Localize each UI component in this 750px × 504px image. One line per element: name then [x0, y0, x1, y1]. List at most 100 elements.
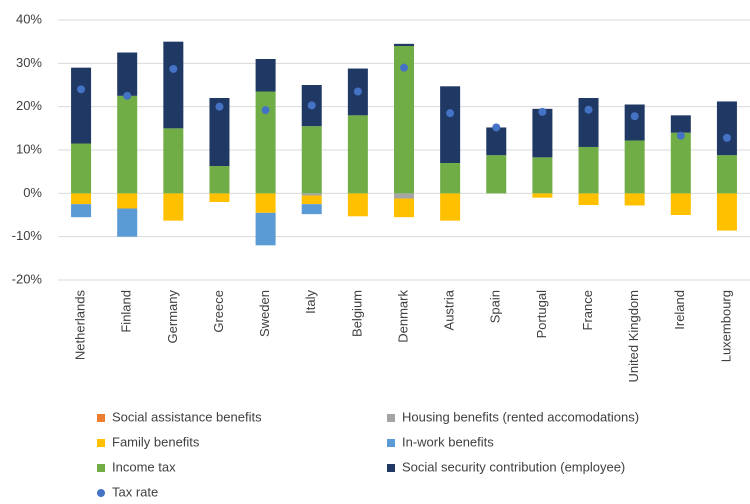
bar-segment: [578, 193, 599, 206]
x-tick-label: Belgium: [349, 290, 364, 337]
bar-segment: [71, 67, 92, 144]
x-tick-label: Netherlands: [73, 290, 88, 361]
tax-rate-dot: [722, 133, 731, 142]
legend-label: Housing benefits (rented accomodations): [402, 409, 639, 424]
bar-segment: [716, 155, 737, 194]
legend-marker: [387, 414, 395, 422]
x-tick-label: Austria: [442, 289, 457, 330]
bar-segment: [117, 208, 138, 237]
bar-segment: [255, 91, 276, 194]
x-tick-label: Ireland: [672, 290, 687, 330]
bar-segment: [71, 193, 92, 205]
x-tick-label: Greece: [211, 290, 226, 333]
legend-label: Social security contribution (employee): [402, 459, 625, 474]
legend-label: Tax rate: [112, 484, 158, 499]
legend-label: In-work benefits: [402, 434, 494, 449]
bar-segment: [117, 95, 138, 194]
bar-segment: [716, 193, 737, 231]
bar-segment: [117, 52, 138, 96]
x-tick-label: Finland: [119, 290, 134, 333]
x-tick-label: Italy: [303, 290, 318, 314]
bar-segment: [71, 204, 92, 218]
bar-segment: [255, 212, 276, 246]
bar-segment: [532, 157, 553, 194]
tax-rate-dot: [492, 123, 501, 132]
y-tick-label: -10%: [12, 228, 43, 243]
legend-label: Social assistance benefits: [112, 409, 262, 424]
tax-rate-dot: [123, 91, 132, 100]
legend-marker: [387, 439, 395, 447]
bar-segment: [532, 193, 553, 198]
x-tick-label: Sweden: [257, 290, 272, 337]
legend-marker: [97, 439, 105, 447]
legend-label: Income tax: [112, 459, 176, 474]
bar-segment: [486, 155, 507, 194]
bar-segment: [394, 46, 414, 194]
bar-segment: [301, 126, 322, 194]
tax-rate-dot: [584, 105, 593, 114]
bar-segment: [394, 43, 414, 46]
bar-segment: [71, 143, 92, 194]
x-tick-label: Germany: [165, 290, 180, 344]
bar-segment: [670, 193, 691, 215]
bar-segment: [209, 166, 230, 194]
bar-segment: [624, 193, 645, 206]
x-tick-label: United Kingdom: [626, 290, 641, 383]
legend-marker: [387, 464, 395, 472]
bar-segment: [578, 98, 599, 147]
legend-label: Family benefits: [112, 434, 200, 449]
bar-segment: [486, 127, 507, 156]
bar-segment: [163, 193, 184, 221]
tax-rate-dot: [261, 106, 270, 115]
tax-rate-dot: [676, 131, 685, 140]
bar-segment: [440, 193, 461, 221]
tax-rate-dot: [538, 107, 547, 116]
bar-segment: [670, 115, 691, 133]
y-tick-label: 0%: [23, 185, 42, 200]
bar-segment: [624, 140, 645, 194]
tax-rate-dot: [353, 87, 362, 96]
tax-rate-dot: [215, 102, 224, 111]
bar-segment: [117, 193, 138, 209]
legend-marker: [97, 489, 105, 497]
y-tick-label: -20%: [12, 271, 43, 286]
x-tick-label: Portugal: [534, 290, 549, 339]
tax-rate-dot: [446, 109, 455, 118]
x-tick-label: Spain: [488, 290, 503, 323]
y-tick-label: 10%: [16, 141, 42, 156]
tax-rate-dot: [77, 85, 86, 94]
bar-segment: [532, 108, 553, 158]
bar-segment: [670, 132, 691, 194]
bar-segment: [301, 195, 322, 205]
tax-rate-dot: [630, 112, 639, 121]
bar-segment: [301, 193, 322, 196]
bar-segment: [716, 101, 737, 156]
legend-marker: [97, 464, 105, 472]
x-tick-label: Denmark: [395, 290, 410, 343]
tax-rate-dot: [169, 64, 178, 73]
bar-segment: [394, 193, 414, 199]
bar-segment: [394, 198, 414, 218]
bar-segment: [209, 98, 230, 167]
bar-segment: [624, 104, 645, 141]
tax-rate-dot: [400, 63, 408, 72]
bar-segment: [347, 115, 368, 194]
y-tick-label: 20%: [16, 98, 42, 113]
y-tick-label: 40%: [16, 11, 42, 26]
bar-segment: [440, 86, 461, 163]
tax-rate-dot: [307, 101, 316, 110]
bar-segment: [163, 41, 184, 129]
bar-segment: [163, 128, 184, 194]
bar-segment: [255, 59, 276, 92]
bar-segment: [301, 204, 322, 215]
bar-segment: [440, 163, 461, 194]
x-tick-label: France: [580, 290, 595, 330]
bar-segment: [578, 146, 599, 194]
x-tick-label: Luxembourg: [718, 290, 733, 362]
bar-segment: [255, 193, 276, 213]
bar-segment: [209, 193, 230, 202]
legend-marker: [97, 414, 105, 422]
bar-segment: [347, 193, 368, 217]
y-tick-label: 30%: [16, 55, 42, 70]
